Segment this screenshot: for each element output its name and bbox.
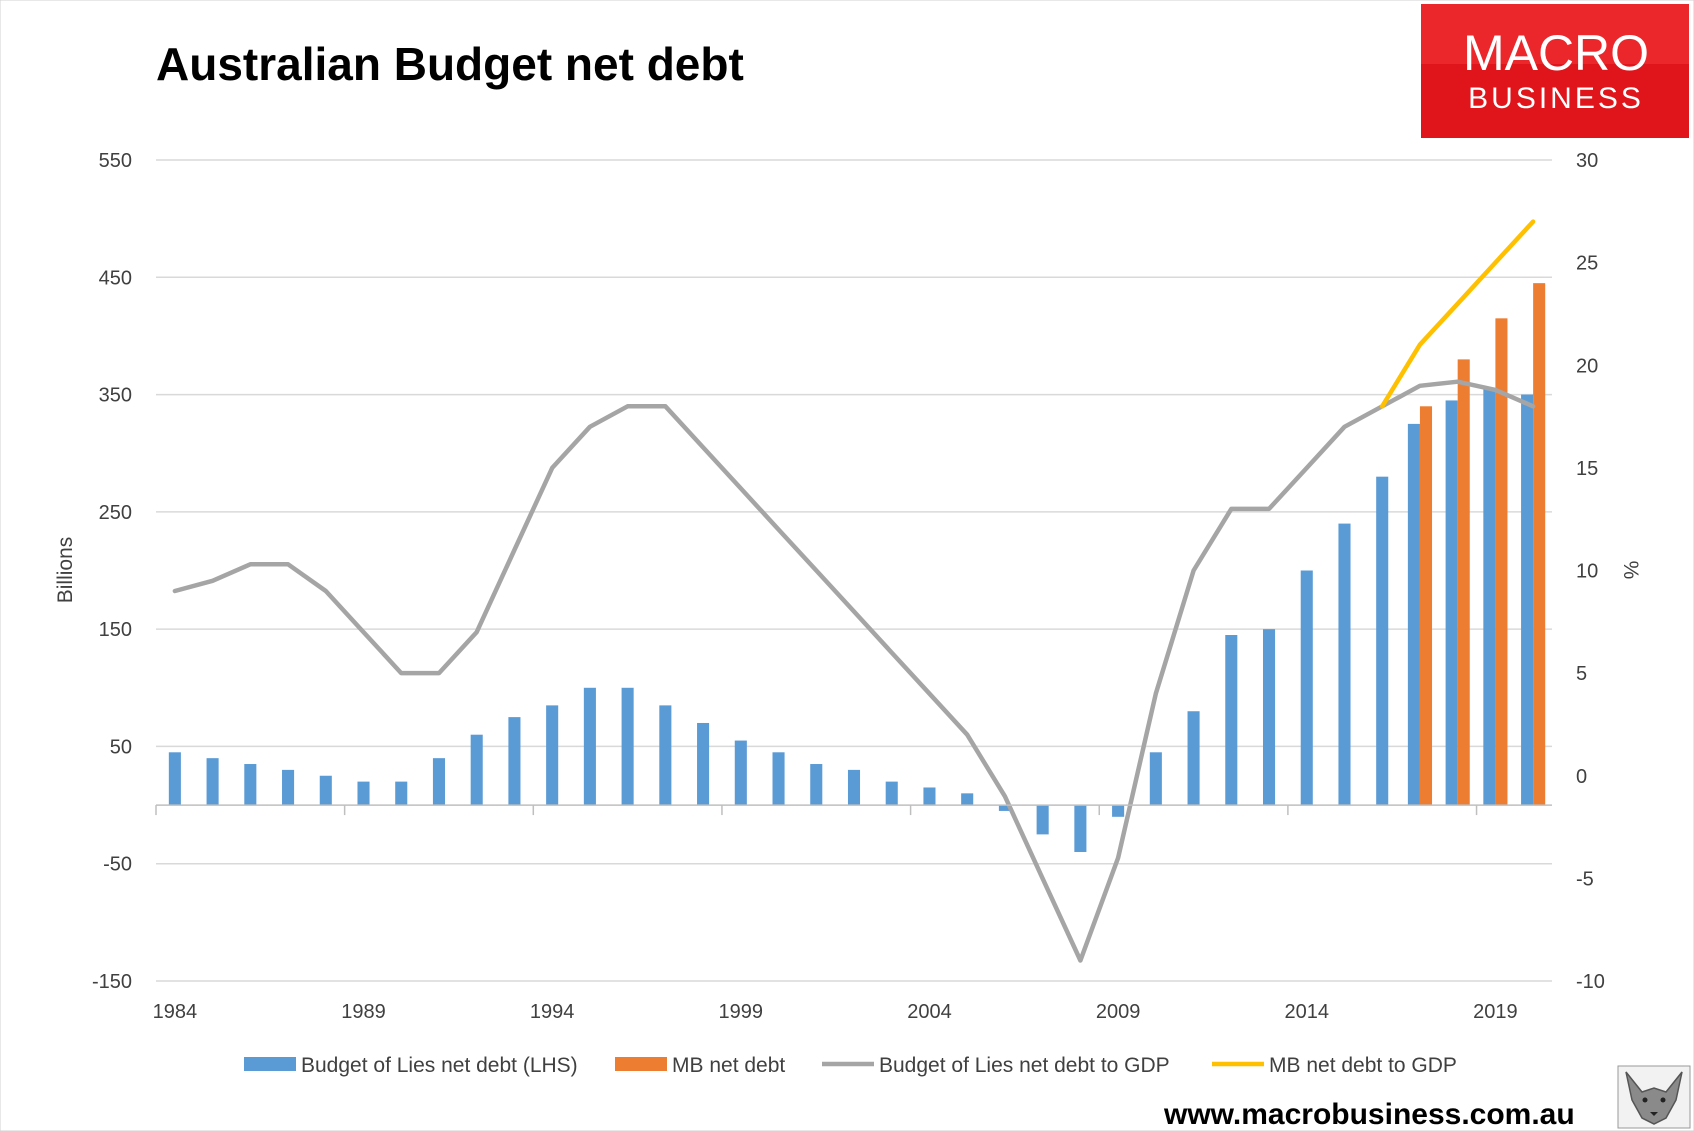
- legend-label: MB net debt to GDP: [1269, 1054, 1457, 1077]
- y-tick-label: 50: [110, 736, 132, 758]
- macrobusiness-logo: MACRO BUSINESS: [1421, 4, 1689, 138]
- bar-budget-net-debt: [697, 722, 710, 806]
- bar-budget-net-debt: [810, 764, 823, 806]
- bar-budget-net-debt: [1112, 805, 1125, 817]
- website-url: www.macrobusiness.com.au: [1163, 1098, 1575, 1131]
- bar-budget-net-debt: [847, 769, 861, 806]
- x-tick-label: 1984: [153, 1001, 198, 1023]
- bar-mb-net-debt: [1495, 318, 1508, 806]
- bar-budget-net-debt: [357, 781, 370, 806]
- series-lines: [172, 219, 1536, 963]
- x-tick-label: 1994: [530, 1001, 575, 1023]
- bar-budget-net-debt: [319, 775, 332, 806]
- x-tick-label: 2009: [1096, 1001, 1141, 1023]
- bar-budget-net-debt: [734, 740, 747, 806]
- y-tick-label: 250: [99, 502, 132, 524]
- bar-budget-net-debt: [583, 687, 596, 806]
- y2-tick-label: -10: [1576, 971, 1605, 993]
- bar-budget-net-debt: [961, 793, 974, 806]
- bar-budget-net-debt: [1036, 805, 1049, 835]
- bar-budget-net-debt: [885, 781, 898, 806]
- fox-emblem-icon: [1617, 1065, 1691, 1129]
- y-tick-label: 550: [99, 150, 132, 172]
- logo-line-2: BUSINESS: [1468, 82, 1644, 115]
- logo-background: [1421, 4, 1689, 138]
- bar-budget-net-debt: [1338, 523, 1351, 806]
- bar-budget-net-debt: [282, 769, 295, 806]
- y2-tick-label: 0: [1576, 766, 1587, 788]
- bar-mb-net-debt: [1457, 359, 1470, 806]
- y-tick-label: -50: [103, 854, 132, 876]
- line-mb-debt-to-gdp: [1379, 219, 1536, 409]
- y2-tick-label: 25: [1576, 253, 1598, 275]
- chart-title: Australian Budget net debt: [156, 38, 744, 90]
- legend-label: Budget of Lies net debt (LHS): [301, 1054, 578, 1077]
- y2-tick-label: 5: [1576, 663, 1587, 685]
- bar-budget-net-debt: [998, 805, 1011, 811]
- x-tick-label: 2014: [1285, 1001, 1330, 1023]
- bar-budget-net-debt: [168, 752, 181, 806]
- bar-budget-net-debt: [1407, 423, 1420, 806]
- bar-mb-net-debt: [1419, 406, 1433, 806]
- bar-budget-net-debt: [1074, 805, 1087, 852]
- y-tick-label: 450: [99, 267, 132, 289]
- y2-tick-label: 30: [1576, 150, 1598, 172]
- bar-budget-net-debt: [395, 781, 408, 806]
- bar-budget-net-debt: [508, 717, 521, 806]
- line-budget-debt-to-gdp: [172, 379, 1536, 963]
- bar-budget-net-debt: [1376, 476, 1389, 806]
- y2-tick-label: 10: [1576, 561, 1598, 583]
- gridlines: [156, 159, 1552, 982]
- x-tick-label: 2004: [907, 1001, 952, 1023]
- bar-mb-net-debt: [1533, 283, 1546, 806]
- x-tick-label: 1989: [341, 1001, 386, 1023]
- bar-budget-net-debt: [470, 734, 483, 806]
- bar-budget-net-debt: [1445, 400, 1458, 806]
- y-axis-title: Billions: [54, 537, 77, 604]
- legend-label: MB net debt: [672, 1054, 785, 1077]
- bar-budget-net-debt: [659, 705, 672, 806]
- x-tick-label: 2019: [1473, 1001, 1518, 1023]
- y-tick-label: -150: [92, 971, 132, 993]
- bar-budget-net-debt: [772, 752, 785, 806]
- bar-budget-net-debt: [206, 758, 219, 806]
- bar-budget-net-debt: [621, 687, 634, 806]
- bar-budget-net-debt: [1300, 570, 1313, 806]
- x-tick-label: 1999: [719, 1001, 764, 1023]
- legend-label: Budget of Lies net debt to GDP: [879, 1054, 1170, 1077]
- y-tick-label: 150: [99, 619, 132, 641]
- bar-budget-net-debt: [1187, 711, 1200, 806]
- bar-budget-net-debt: [1225, 635, 1238, 806]
- y2-tick-label: -5: [1576, 868, 1594, 890]
- legend: Budget of Lies net debt (LHS) MB net debt…: [244, 1054, 1457, 1077]
- logo-line-1: MACRO: [1463, 25, 1649, 81]
- y2-axis-title: %: [1619, 561, 1642, 580]
- bar-budget-net-debt: [1149, 752, 1162, 806]
- y2-tick-label: 20: [1576, 355, 1598, 377]
- bar-budget-net-debt: [1262, 629, 1276, 806]
- bars: [168, 283, 1546, 852]
- axes: 55045035025015050-50-150302520151050-5-1…: [92, 150, 1605, 1023]
- bar-budget-net-debt: [432, 758, 446, 806]
- logo-highlight: [1421, 4, 1689, 64]
- bar-budget-net-debt: [1521, 394, 1534, 806]
- bar-budget-net-debt: [244, 764, 257, 806]
- bar-budget-net-debt: [1483, 388, 1496, 806]
- bar-budget-net-debt: [546, 705, 559, 806]
- y-tick-label: 350: [99, 385, 132, 407]
- bar-budget-net-debt: [923, 787, 936, 806]
- legend-swatch: [244, 1057, 296, 1071]
- y2-tick-label: 15: [1576, 458, 1598, 480]
- legend-swatch: [615, 1057, 667, 1071]
